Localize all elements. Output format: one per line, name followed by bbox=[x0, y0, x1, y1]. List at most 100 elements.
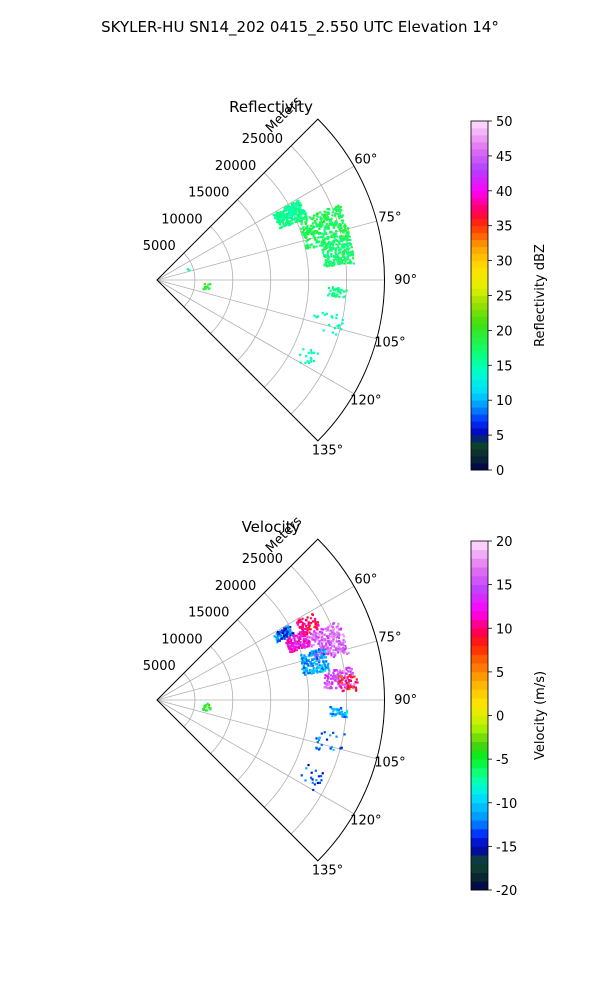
colorbar-segment bbox=[471, 162, 488, 171]
data-point bbox=[340, 678, 344, 681]
data-point bbox=[332, 247, 335, 251]
data-point bbox=[331, 633, 334, 636]
data-point bbox=[310, 632, 313, 636]
colorbar-segment bbox=[471, 218, 488, 227]
data-point bbox=[324, 674, 327, 677]
data-point bbox=[346, 684, 349, 687]
data-point bbox=[316, 215, 319, 218]
data-point bbox=[323, 313, 327, 316]
data-point bbox=[329, 734, 332, 737]
data-point bbox=[333, 327, 337, 330]
data-point bbox=[330, 249, 333, 252]
data-point bbox=[306, 670, 309, 673]
data-point bbox=[312, 351, 316, 355]
data-point bbox=[297, 632, 300, 635]
data-point bbox=[332, 258, 335, 262]
colorbar-segment bbox=[471, 246, 488, 255]
data-point bbox=[302, 666, 305, 669]
data-point bbox=[324, 685, 327, 688]
colorbar-tick-label: 25 bbox=[496, 290, 513, 305]
data-point bbox=[331, 292, 335, 295]
data-point bbox=[315, 747, 318, 750]
data-point bbox=[308, 636, 311, 639]
data-point bbox=[310, 654, 313, 657]
data-point bbox=[334, 258, 337, 261]
radial-tick-label: 20000 bbox=[215, 159, 256, 174]
data-point bbox=[351, 252, 355, 255]
data-point bbox=[346, 677, 349, 680]
range-ring bbox=[183, 252, 196, 308]
data-point bbox=[301, 662, 304, 665]
data-point bbox=[304, 212, 307, 215]
data-point bbox=[311, 664, 315, 667]
data-point bbox=[296, 636, 299, 639]
data-point bbox=[334, 652, 337, 656]
data-point bbox=[346, 675, 349, 678]
data-point bbox=[335, 669, 338, 672]
data-point bbox=[321, 213, 324, 216]
data-point bbox=[305, 218, 308, 222]
data-point bbox=[326, 208, 329, 211]
data-point bbox=[340, 219, 344, 222]
data-point bbox=[294, 211, 297, 214]
data-point bbox=[315, 634, 318, 637]
data-point bbox=[340, 746, 343, 749]
data-point bbox=[323, 241, 326, 244]
data-point bbox=[277, 634, 281, 637]
data-point bbox=[325, 211, 328, 214]
data-point bbox=[338, 251, 342, 254]
data-point bbox=[330, 635, 333, 638]
data-point bbox=[313, 232, 316, 235]
data-point bbox=[305, 659, 309, 662]
data-point bbox=[327, 294, 330, 297]
data-point bbox=[332, 208, 335, 211]
data-point bbox=[329, 230, 332, 234]
colorbar-segment bbox=[471, 323, 488, 331]
data-point bbox=[283, 635, 286, 638]
data-point bbox=[291, 222, 294, 225]
data-point bbox=[288, 212, 291, 215]
data-point bbox=[321, 244, 324, 247]
colorbar-segment bbox=[471, 575, 488, 586]
data-point bbox=[350, 676, 353, 679]
data-point bbox=[345, 716, 348, 719]
data-point bbox=[294, 641, 297, 644]
data-point bbox=[289, 211, 292, 214]
data-point bbox=[345, 247, 348, 250]
data-point bbox=[351, 257, 355, 260]
data-point bbox=[336, 212, 339, 216]
data-point bbox=[320, 656, 323, 659]
data-point bbox=[288, 220, 291, 223]
data-point bbox=[304, 361, 307, 364]
data-point bbox=[306, 238, 310, 242]
data-point bbox=[320, 628, 323, 631]
data-point bbox=[310, 645, 313, 648]
colorbar-segment bbox=[471, 828, 488, 839]
data-point bbox=[204, 287, 207, 290]
data-point bbox=[286, 639, 289, 642]
data-point bbox=[333, 233, 336, 236]
data-point bbox=[340, 226, 343, 230]
data-point bbox=[306, 616, 309, 619]
colorbar-segment bbox=[471, 330, 488, 338]
range-ring bbox=[263, 592, 310, 808]
data-point bbox=[338, 262, 341, 265]
data-point bbox=[314, 649, 318, 652]
data-point bbox=[276, 641, 279, 644]
data-point bbox=[308, 624, 311, 627]
data-point bbox=[289, 647, 293, 650]
data-point bbox=[341, 243, 344, 246]
angular-tick-label: 60° bbox=[354, 572, 377, 587]
data-point bbox=[308, 626, 311, 629]
data-point bbox=[299, 642, 302, 645]
data-point bbox=[344, 260, 347, 263]
data-point bbox=[334, 646, 338, 650]
data-point bbox=[324, 261, 327, 264]
data-point bbox=[314, 638, 317, 641]
data-point bbox=[323, 226, 327, 229]
data-point bbox=[310, 662, 313, 665]
data-point bbox=[339, 248, 343, 251]
data-point bbox=[279, 226, 282, 230]
data-point bbox=[331, 294, 334, 297]
colorbar-segment bbox=[471, 148, 488, 157]
